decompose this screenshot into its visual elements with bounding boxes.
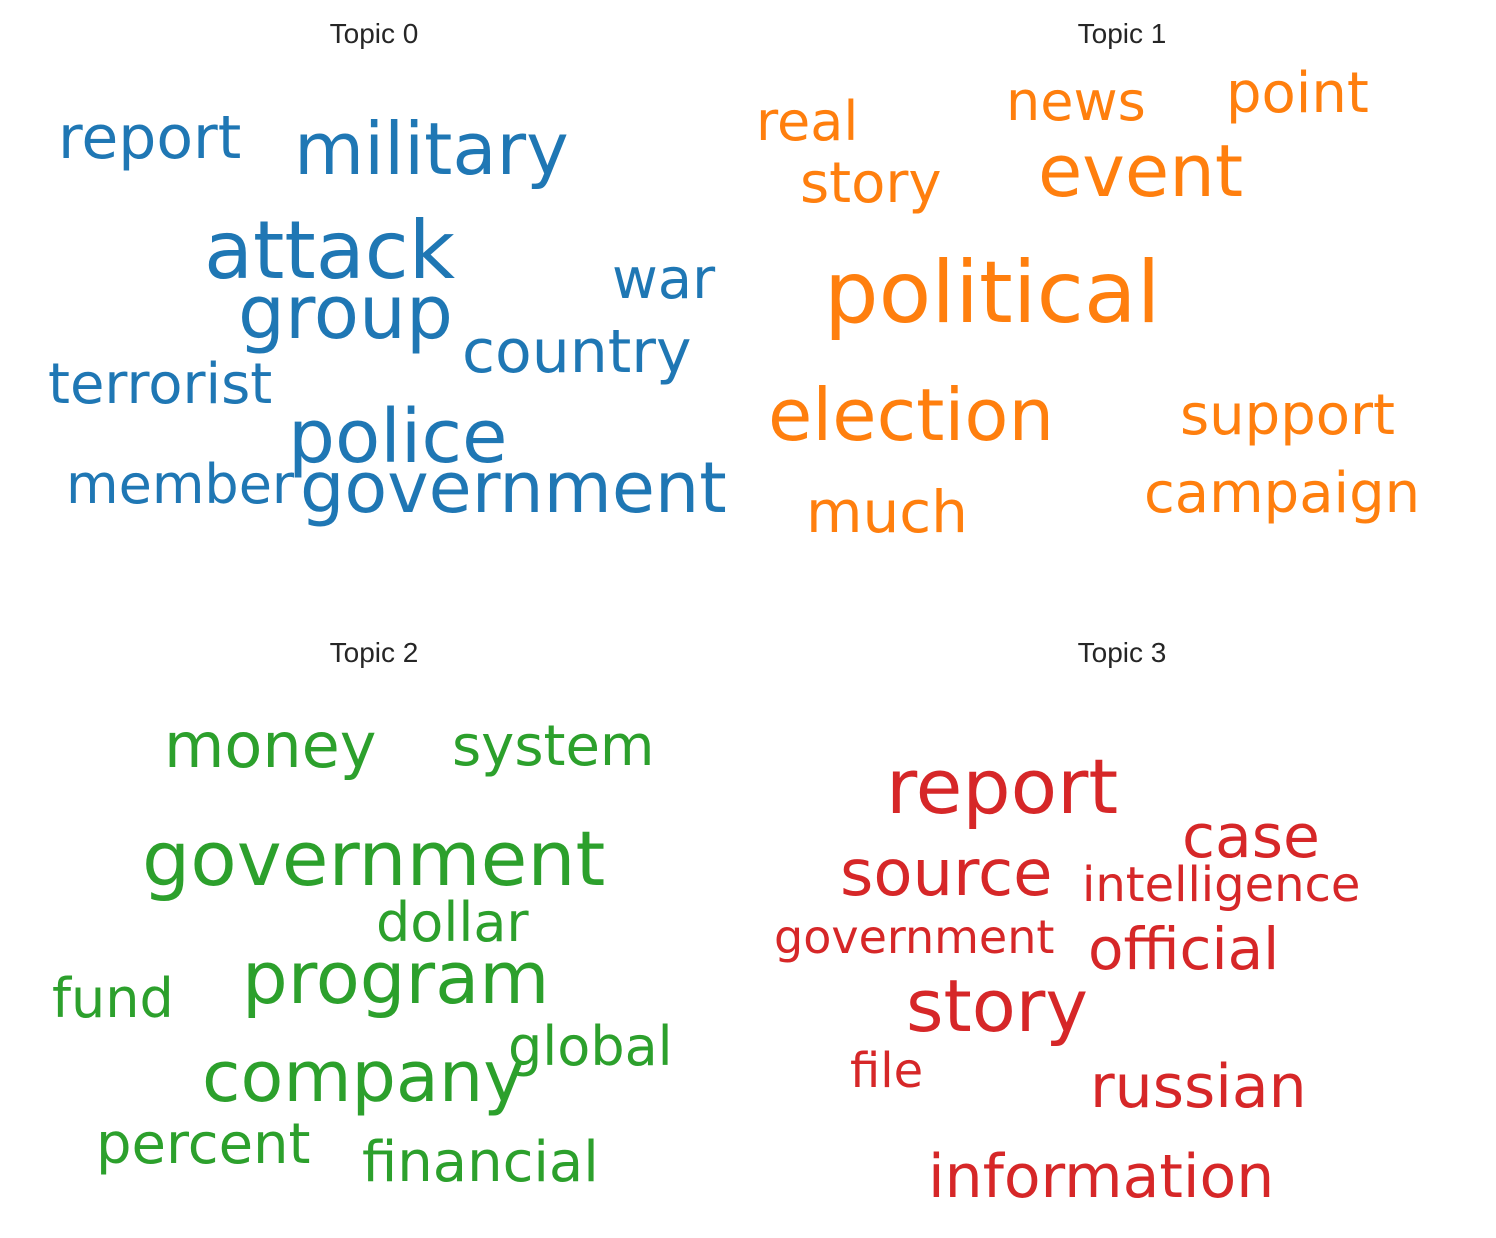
word-intelligence: intelligence	[1082, 857, 1360, 913]
word-program: program	[242, 936, 549, 1020]
word-global: global	[508, 1015, 673, 1078]
topic-2-title: Topic 2	[329, 637, 419, 668]
word-much: much	[806, 478, 968, 546]
topic-3-wordcloud-svg: report case source intelligence governme…	[774, 742, 1360, 1212]
topic-3-panel: report case source intelligence governme…	[748, 619, 1496, 1238]
word-point: point	[1226, 61, 1369, 126]
word-event: event	[1038, 129, 1243, 213]
word-support: support	[1180, 383, 1395, 448]
topic-0-wordcloud: report military attack war group country…	[0, 0, 748, 619]
word-dollar: dollar	[376, 891, 529, 954]
word-government: government	[774, 910, 1054, 964]
topic-1-title: Topic 1	[1077, 18, 1167, 49]
topic-0-title: Topic 0	[329, 18, 419, 49]
word-story: story	[800, 151, 942, 216]
word-group: group	[238, 270, 453, 356]
topic-2-panel: money system government dollar program f…	[0, 619, 748, 1238]
topic-1-wordcloud-svg: real news point story event political el…	[756, 61, 1420, 546]
word-report: report	[886, 742, 1118, 831]
word-government: government	[142, 814, 605, 903]
word-real: real	[756, 90, 858, 153]
word-company: company	[202, 1036, 525, 1118]
word-percent: percent	[96, 1112, 310, 1177]
topic-1-wordcloud: real news point story event political el…	[748, 0, 1496, 619]
word-story: story	[906, 964, 1088, 1048]
word-country: country	[462, 317, 691, 387]
word-attack: attack	[204, 204, 456, 297]
topic-1-panel: real news point story event political el…	[748, 0, 1496, 619]
word-terrorist: terrorist	[48, 352, 272, 417]
word-official: official	[1088, 915, 1279, 983]
word-system: system	[452, 714, 654, 779]
word-report: report	[58, 103, 241, 173]
word-election: election	[768, 373, 1054, 457]
word-political: political	[824, 243, 1160, 343]
word-russian: russian	[1090, 1052, 1307, 1122]
word-campaign: campaign	[1144, 461, 1420, 526]
topic-2-wordcloud-svg: money system government dollar program f…	[52, 709, 673, 1195]
word-government: government	[300, 447, 727, 529]
word-military: military	[294, 107, 569, 191]
word-fund: fund	[52, 967, 174, 1030]
word-news: news	[1006, 70, 1146, 133]
word-money: money	[164, 709, 376, 782]
word-financial: financial	[362, 1130, 599, 1195]
topic-0-wordcloud-svg: report military attack war group country…	[48, 103, 727, 529]
word-member: member	[66, 453, 295, 516]
topic-3-wordcloud: report case source intelligence governme…	[748, 619, 1496, 1238]
word-case: case	[1182, 802, 1320, 872]
word-police: police	[288, 394, 508, 480]
word-information: information	[928, 1142, 1274, 1212]
word-war: war	[612, 247, 716, 312]
topic-0-panel: report military attack war group country…	[0, 0, 748, 619]
topic-3-title: Topic 3	[1077, 637, 1167, 668]
topic-2-wordcloud: money system government dollar program f…	[0, 619, 748, 1238]
word-file: file	[850, 1043, 923, 1099]
word-source: source	[840, 837, 1053, 911]
